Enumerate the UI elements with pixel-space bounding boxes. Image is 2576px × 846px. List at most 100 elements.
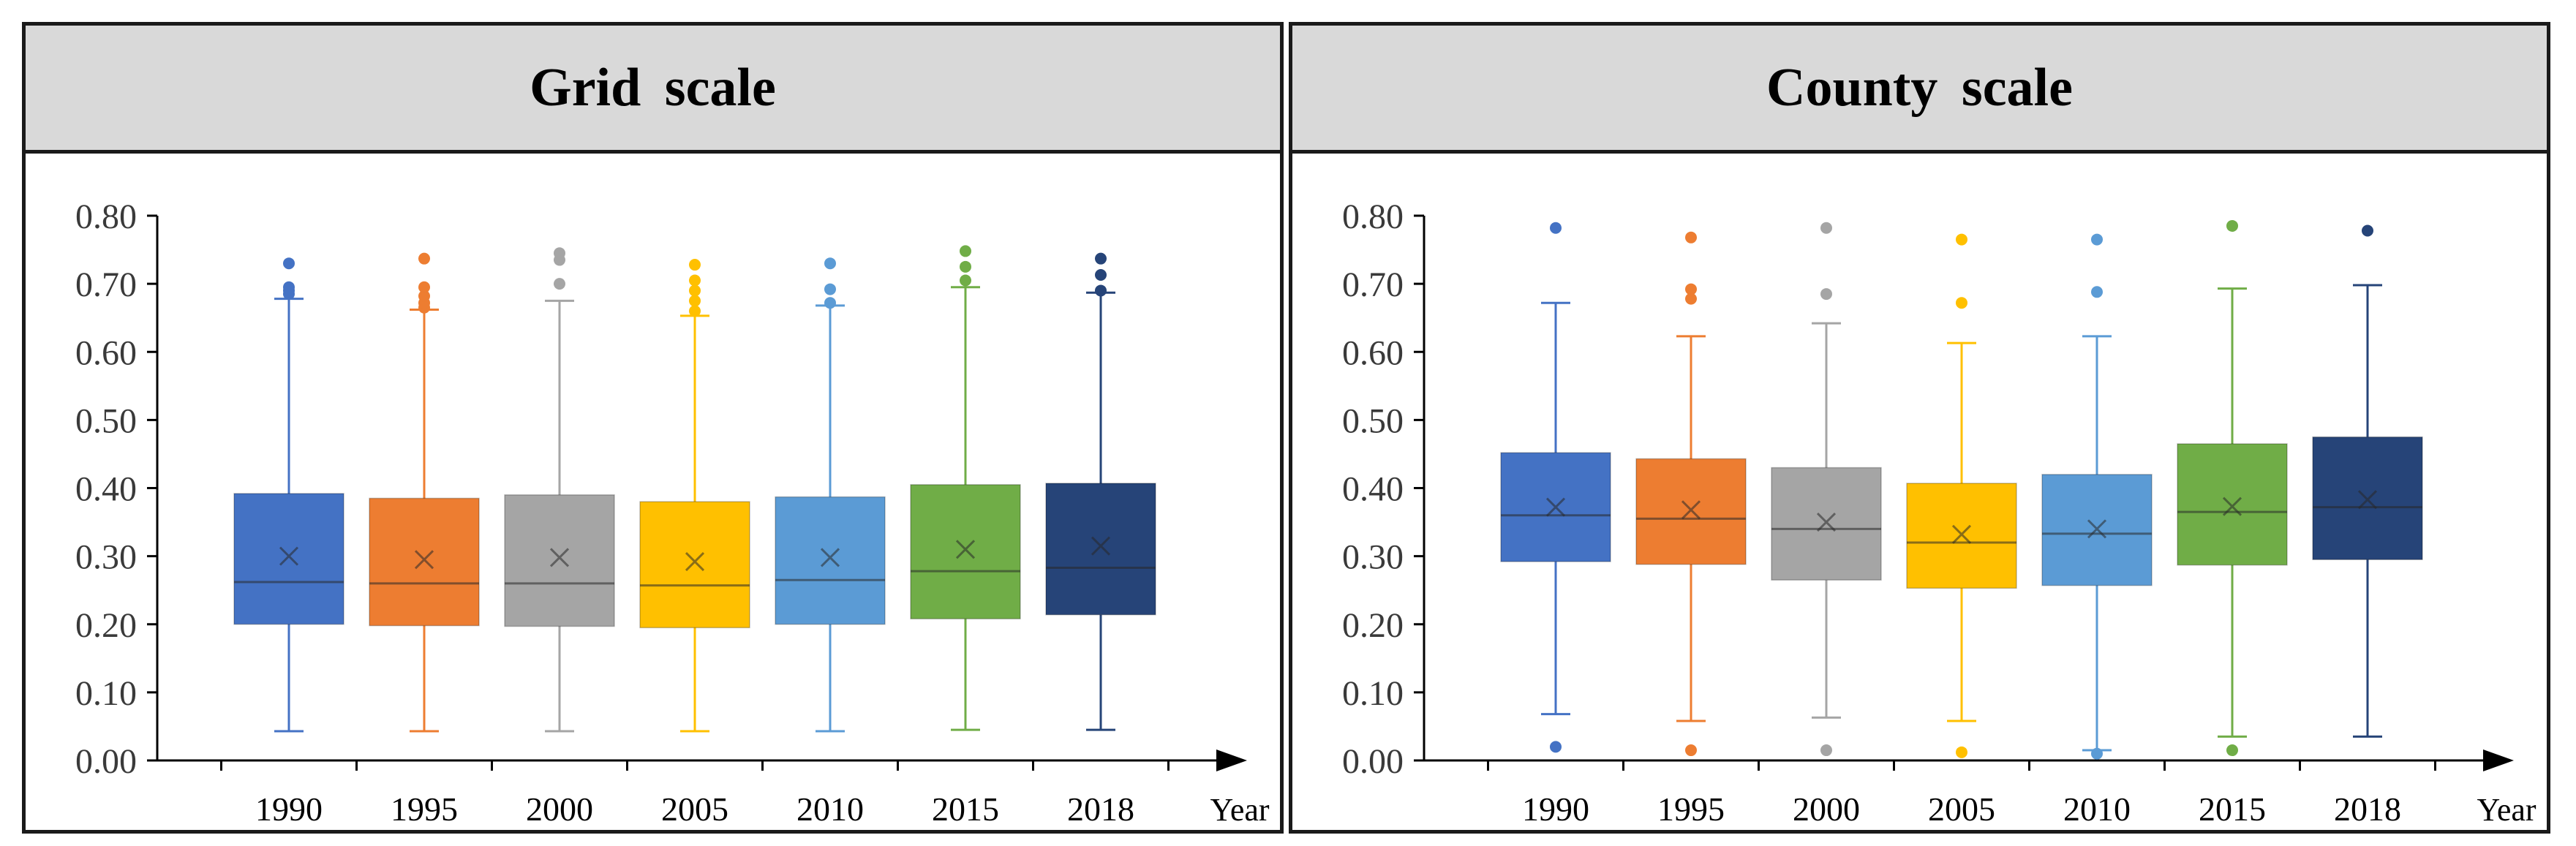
box-2010 [775, 257, 886, 733]
mean-marker [2087, 519, 2107, 539]
x-tick-label: 1990 [1522, 790, 1589, 828]
y-tick-label: 0.40 [75, 470, 137, 509]
outlier-point [2091, 747, 2103, 760]
box-2018 [2312, 224, 2423, 738]
grid-scale-panel: Grid scale 0.00 0.10 0.20 0.30 0.40 0.50 0.60 0… [22, 22, 1284, 834]
mean-marker [2222, 496, 2242, 516]
y-tick-label: 0.80 [1342, 197, 1404, 236]
x-tick-label: 2015 [2199, 790, 2266, 828]
outlier-point [2091, 286, 2103, 298]
x-tick-label: 2005 [1928, 790, 1995, 828]
x-tick-label: 2000 [526, 790, 593, 828]
box-iqr [1635, 458, 1747, 565]
outlier-point [1820, 744, 1832, 757]
outlier-point [2362, 224, 2373, 237]
mean-marker [549, 548, 570, 567]
county-scale-panel: County scale 0.00 0.10 0.20 0.30 0.40 0.50 0.6… [1289, 22, 2550, 834]
box-2005 [1906, 233, 2017, 758]
outlier-point [824, 283, 836, 295]
y-tick-label: 0.20 [75, 606, 137, 645]
grid-scale-header: Grid scale [26, 26, 1280, 154]
box-iqr [1771, 467, 1882, 581]
x-tick-label: 1995 [391, 790, 458, 828]
mean-marker [1681, 500, 1701, 520]
y-tick-label: 0.00 [75, 742, 137, 781]
y-tick-label: 0.30 [1342, 538, 1404, 577]
outlier-point [1956, 297, 1967, 309]
x-tick-label: 2018 [2334, 790, 2401, 828]
outlier-point [1550, 741, 1562, 753]
mean-marker [279, 546, 299, 566]
outlier-point [283, 281, 295, 293]
county-scale-title: County scale [1766, 57, 2073, 118]
outlier-point [1095, 252, 1107, 265]
box-iqr [2177, 443, 2288, 566]
box-1995 [1635, 231, 1747, 757]
x-tick-label: 2000 [1793, 790, 1860, 828]
y-tick-label: 0.10 [1342, 674, 1404, 713]
box-iqr [775, 496, 886, 625]
outlier-point [418, 252, 430, 265]
x-axis-label: Year [2477, 792, 2536, 828]
outlier-point [689, 274, 701, 287]
y-tick-label: 0.30 [75, 538, 137, 577]
box-2018 [1045, 252, 1156, 731]
outlier-point [554, 247, 565, 260]
y-tick-label: 0.20 [1342, 606, 1404, 645]
outlier-point [689, 305, 701, 317]
outlier-point [2226, 219, 2238, 232]
box-iqr [504, 494, 615, 627]
outlier-point [689, 295, 701, 307]
grid-scale-box-plot: 0.00 0.10 0.20 0.30 0.40 0.50 0.60 0.70 0.80 Year… [75, 197, 1270, 828]
y-tick-label: 0.40 [1342, 470, 1404, 509]
mean-marker [2357, 490, 2378, 510]
outlier-point [1956, 233, 1967, 246]
x-tick-label: 2010 [796, 790, 864, 828]
mean-marker [1951, 524, 1972, 544]
y-tick-label: 0.60 [75, 333, 137, 372]
box-1995 [369, 252, 480, 733]
x-tick-label: 2010 [2063, 790, 2131, 828]
y-tick-label: 0.70 [75, 265, 137, 304]
outlier-point [1685, 292, 1697, 305]
outlier-point [418, 281, 430, 293]
outlier-point [1820, 222, 1832, 234]
box-1990 [1500, 222, 1611, 753]
x-axis-arrow [2483, 749, 2514, 771]
outlier-point [1685, 231, 1697, 243]
y-tick-label: 0.50 [75, 401, 137, 440]
outlier-point [1095, 284, 1107, 297]
outlier-point [1550, 222, 1562, 234]
mean-marker [414, 550, 434, 570]
outlier-point [1820, 288, 1832, 301]
box-2015 [2177, 219, 2288, 757]
outlier-point [824, 297, 836, 309]
county-scale-header: County scale [1292, 26, 2547, 154]
y-tick-label: 0.60 [1342, 333, 1404, 372]
mean-marker [1091, 536, 1111, 556]
outlier-point [960, 260, 971, 273]
x-tick-label: 2015 [932, 790, 999, 828]
outlier-point [689, 284, 701, 297]
y-tick-label: 0.50 [1342, 401, 1404, 440]
box-2005 [639, 259, 750, 733]
grid-scale-title: Grid scale [530, 57, 776, 118]
mean-marker [685, 552, 705, 572]
x-tick-label: 2018 [1067, 790, 1134, 828]
box-2010 [2041, 233, 2153, 760]
y-tick-label: 0.00 [1342, 742, 1404, 781]
outlier-point [1685, 744, 1697, 757]
box-iqr [369, 497, 480, 627]
box-iqr [639, 501, 750, 629]
outlier-point [554, 278, 565, 290]
x-tick-label: 1995 [1657, 790, 1725, 828]
outlier-point [1956, 746, 1967, 758]
outlier-point [960, 245, 971, 257]
outlier-point [960, 274, 971, 287]
y-tick-label: 0.80 [75, 197, 137, 236]
outlier-point [1685, 283, 1697, 295]
outlier-point [2226, 744, 2238, 757]
outlier-point [1095, 269, 1107, 282]
mean-marker [820, 548, 840, 567]
y-tick-label: 0.10 [75, 674, 137, 713]
